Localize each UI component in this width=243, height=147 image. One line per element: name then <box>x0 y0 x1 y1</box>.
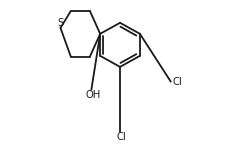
Text: Cl: Cl <box>117 132 126 142</box>
Text: S: S <box>57 18 64 28</box>
Text: OH: OH <box>85 90 100 100</box>
Text: Cl: Cl <box>172 77 182 87</box>
